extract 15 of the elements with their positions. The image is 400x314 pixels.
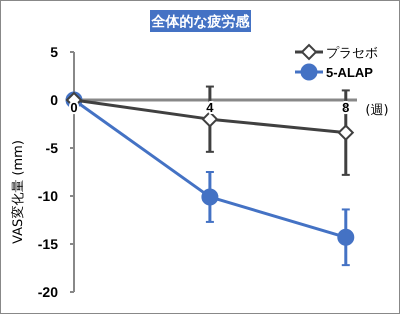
y-tick-label: -5 [46, 140, 58, 156]
chart-title: 全体的な疲労感 [150, 13, 250, 30]
point [337, 228, 354, 246]
y-tick-label: -15 [38, 236, 58, 252]
point [202, 111, 218, 128]
y-axis-title: VAS変化量 (mm) [10, 140, 26, 244]
x-tick-label: 0 [70, 100, 78, 115]
y-tick-label: -10 [38, 188, 58, 204]
legend-label: 5-ALAP [326, 65, 374, 80]
point [338, 124, 354, 141]
point [201, 188, 218, 206]
x-axis-title: (週) [365, 103, 389, 118]
y-tick-label: 5 [50, 44, 58, 60]
legend-label: プラセボ [326, 45, 378, 60]
y-tick-label: -20 [38, 284, 58, 300]
